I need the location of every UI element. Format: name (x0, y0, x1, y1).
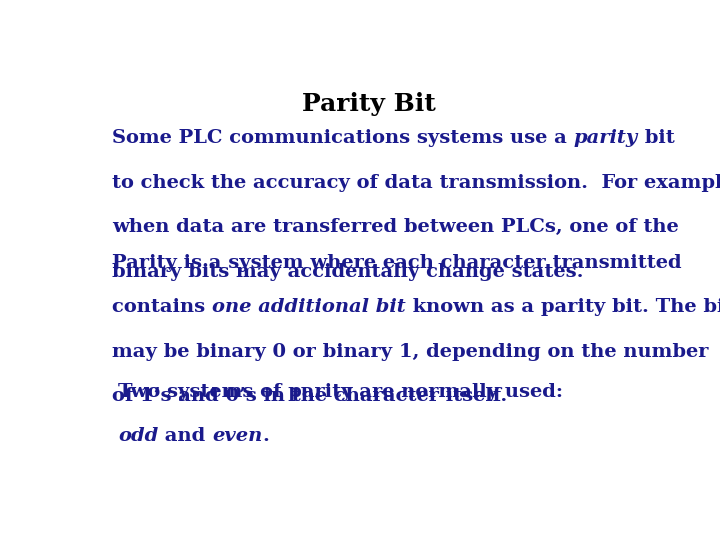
Text: Some PLC communications systems use a: Some PLC communications systems use a (112, 129, 574, 147)
Text: binary bits may accidentally change states.: binary bits may accidentally change stat… (112, 263, 584, 281)
Text: contains: contains (112, 299, 212, 316)
Text: of 1’s and 0’s in the character itself.: of 1’s and 0’s in the character itself. (112, 388, 508, 406)
Text: one additional bit: one additional bit (212, 299, 406, 316)
Text: odd: odd (118, 427, 158, 446)
Text: .: . (262, 427, 269, 446)
Text: to check the accuracy of data transmission.  For example,: to check the accuracy of data transmissi… (112, 174, 720, 192)
Text: and: and (158, 427, 212, 446)
Text: known as a parity bit. The bit: known as a parity bit. The bit (406, 299, 720, 316)
Text: bit: bit (638, 129, 675, 147)
Text: even: even (212, 427, 262, 446)
Text: when data are transferred between PLCs, one of the: when data are transferred between PLCs, … (112, 218, 679, 236)
Text: Parity is a system where each character transmitted: Parity is a system where each character … (112, 254, 682, 272)
Text: parity: parity (574, 129, 638, 147)
Text: may be binary 0 or binary 1, depending on the number: may be binary 0 or binary 1, depending o… (112, 343, 708, 361)
Text: Parity Bit: Parity Bit (302, 92, 436, 116)
Text: Two systems of parity are normally used:: Two systems of parity are normally used: (118, 383, 563, 401)
